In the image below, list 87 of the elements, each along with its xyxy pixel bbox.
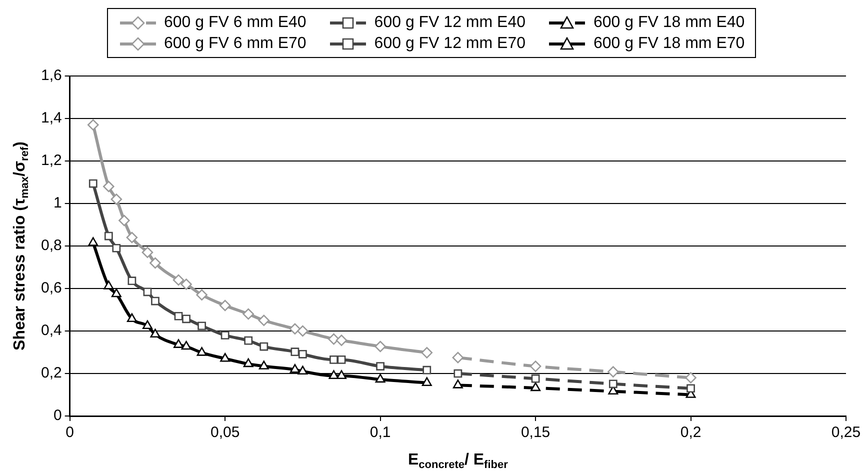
point [243,358,254,368]
x-tick-label: 0,2 [680,424,702,442]
legend-label: 600 g FV 12 mm E70 [374,34,526,54]
point [196,289,208,301]
y-tick-label: 0,2 [40,364,62,382]
point [126,232,138,244]
point [174,339,184,348]
legend-label: 600 g FV 18 mm E40 [593,13,745,33]
point [685,372,696,384]
point [454,369,462,378]
point [298,350,307,358]
legend-label: 600 g FV 12 mm E40 [374,13,526,33]
point [258,360,269,370]
x-tick-label: 0,05 [210,424,240,442]
point [104,232,113,240]
point [104,280,114,290]
point [337,356,346,364]
point [375,374,386,383]
point [289,323,301,335]
point [150,328,160,338]
point [126,313,137,322]
legend-label: 600 g FV 18 mm E70 [593,34,745,54]
point [88,237,98,246]
point [198,322,206,330]
point [530,360,542,372]
point [422,366,432,374]
point [297,325,308,337]
point [88,179,98,188]
point [182,314,190,324]
point [422,377,432,386]
point [112,244,121,252]
point [220,331,230,340]
x-tick-label: 0 [66,424,74,442]
x-tick-label: 0,1 [370,424,391,442]
point [242,308,254,320]
point [452,380,463,388]
point [290,364,300,373]
y-tick-label: 1,2 [40,152,62,170]
point [87,119,99,131]
point [219,300,231,312]
point [258,314,270,326]
point [608,366,619,378]
x-tick-label: 0,25 [831,424,861,442]
point [336,370,346,379]
y-tick-label: 0,4 [40,322,62,340]
point [180,278,192,290]
point [686,384,695,393]
point [172,274,184,286]
y-tick-label: 1 [54,194,62,212]
legend-label: 600 g FV 6 mm E40 [164,13,306,33]
point [128,276,136,286]
point [531,374,540,383]
point [118,214,130,226]
point [336,334,348,346]
point [290,348,300,356]
y-tick-label: 0,6 [40,280,62,297]
point [376,362,384,370]
point [196,347,207,356]
point [103,180,114,192]
y-tick-label: 0 [54,407,62,424]
y-tick-label: 0,8 [40,237,62,254]
point [608,380,618,388]
point [174,312,183,320]
y-tick-label: 1,6 [40,67,62,84]
point [142,320,152,330]
point [328,333,340,345]
point [110,194,122,205]
point [244,336,253,345]
point [328,370,339,379]
point [260,342,268,351]
point [330,356,338,364]
x-tick-label: 0,15 [520,424,550,442]
point [181,340,192,350]
point [150,257,161,269]
legend-label: 600 g FV 6 mm E70 [164,34,306,54]
point [374,340,386,352]
point [142,246,154,258]
point [421,347,433,358]
point [111,288,122,298]
point [151,296,160,306]
point [298,366,308,375]
point [452,352,464,364]
y-axis-title: Shear stress ratio (τmax/σref) [11,142,32,350]
point [143,288,152,296]
y-tick-label: 1,4 [40,110,62,127]
point [220,352,230,362]
point [530,382,541,392]
